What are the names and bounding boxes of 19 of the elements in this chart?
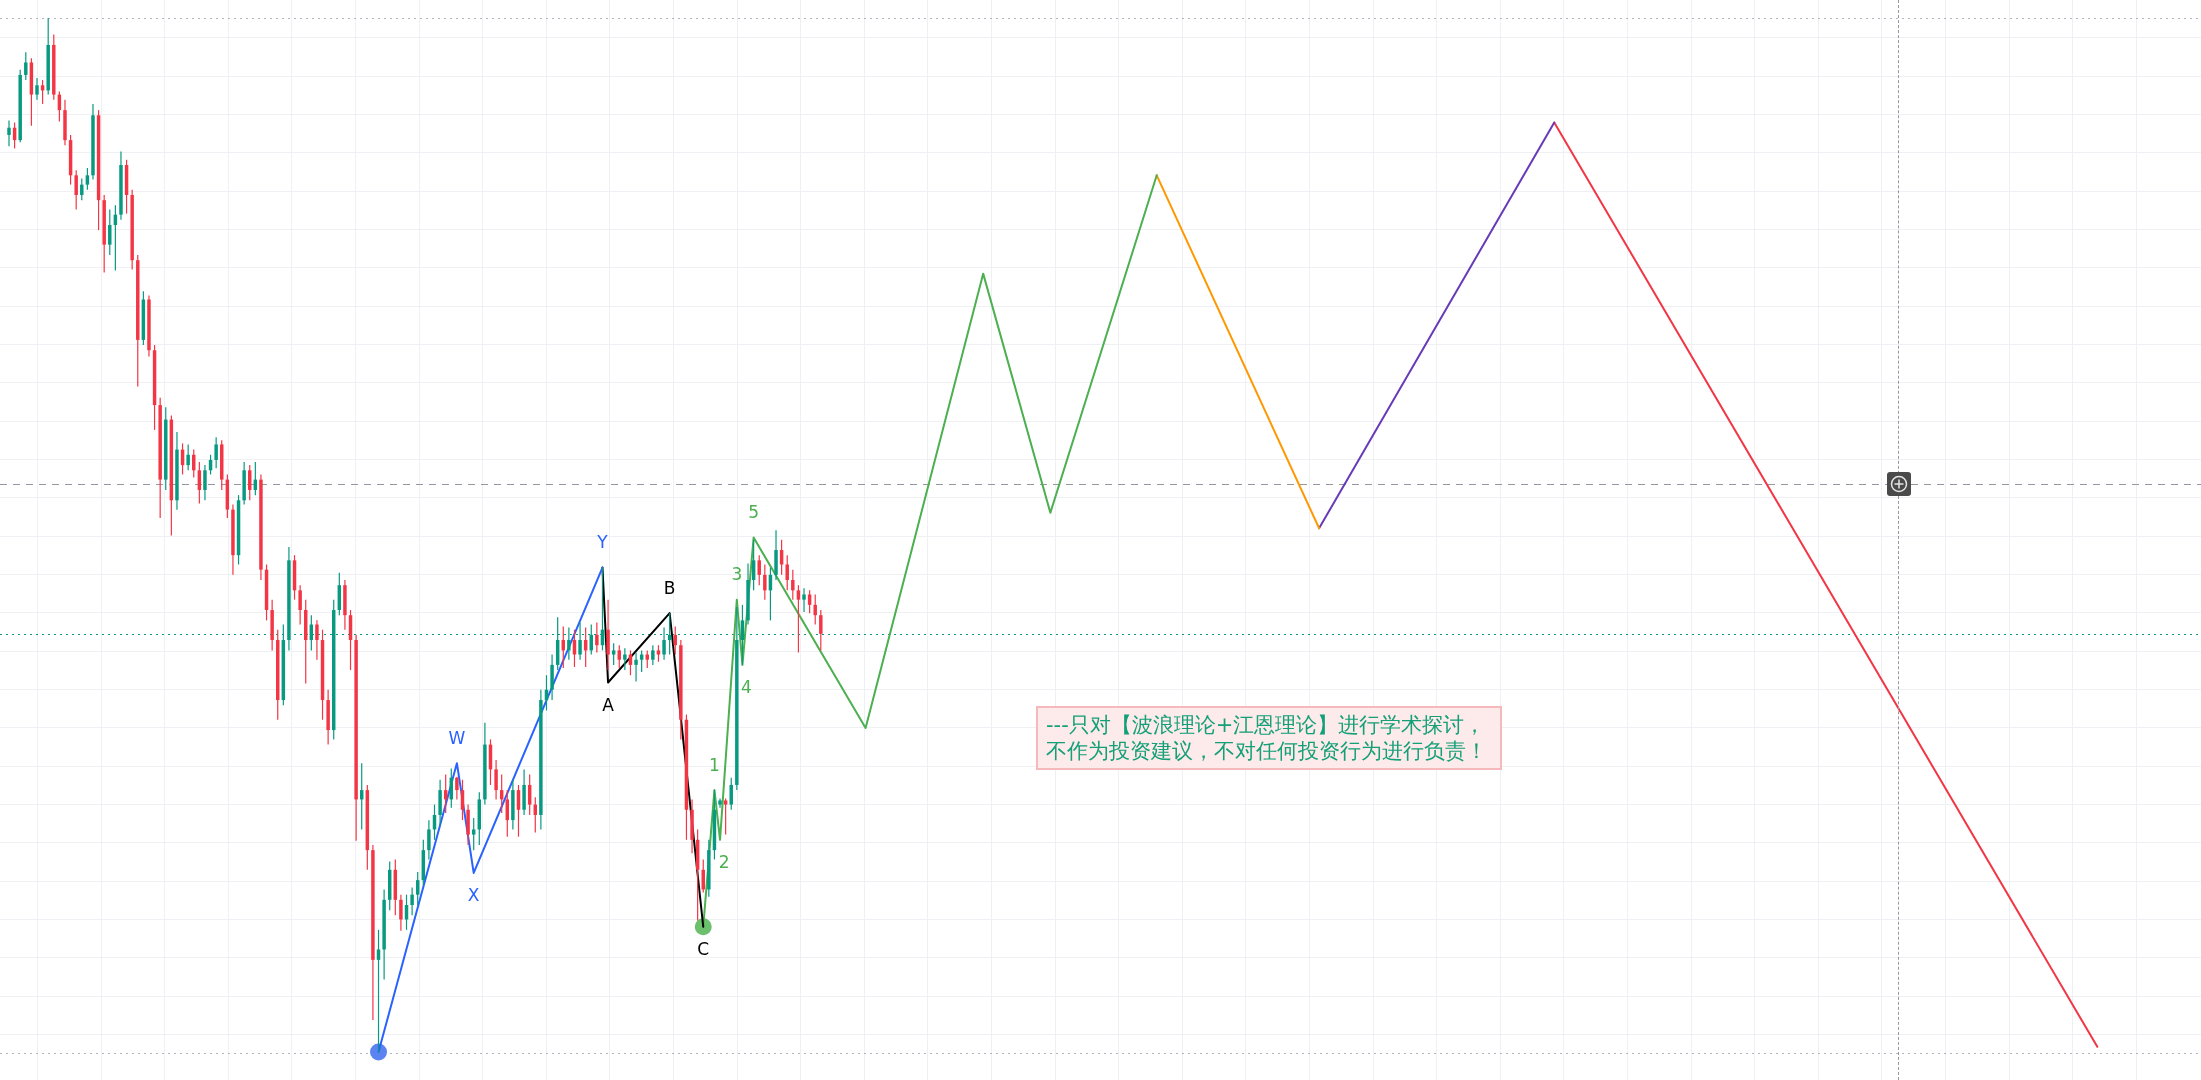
candlestick	[606, 599, 610, 671]
annotation: C	[697, 939, 710, 960]
candlestick	[718, 798, 722, 808]
candlestick	[802, 588, 806, 613]
candlestick	[315, 620, 319, 660]
candlestick	[634, 652, 638, 682]
annotation: 3	[731, 564, 743, 585]
annotation: 2	[718, 852, 730, 873]
annotation: Y	[596, 532, 609, 553]
annotation: W	[448, 727, 466, 748]
annotation: B	[663, 577, 676, 598]
annotation: A	[602, 694, 615, 715]
annotation: 4	[741, 677, 752, 698]
annotation: 1	[709, 754, 720, 775]
candlestick	[7, 120, 11, 147]
candlestick	[35, 78, 39, 100]
annotation: 5	[748, 501, 760, 522]
annotation: ---只对【波浪理论+江恩理论】进行学术探讨，不作为投资建议，不对任何投资行为进行负责！	[1036, 706, 1502, 770]
annotation: X	[467, 885, 480, 906]
